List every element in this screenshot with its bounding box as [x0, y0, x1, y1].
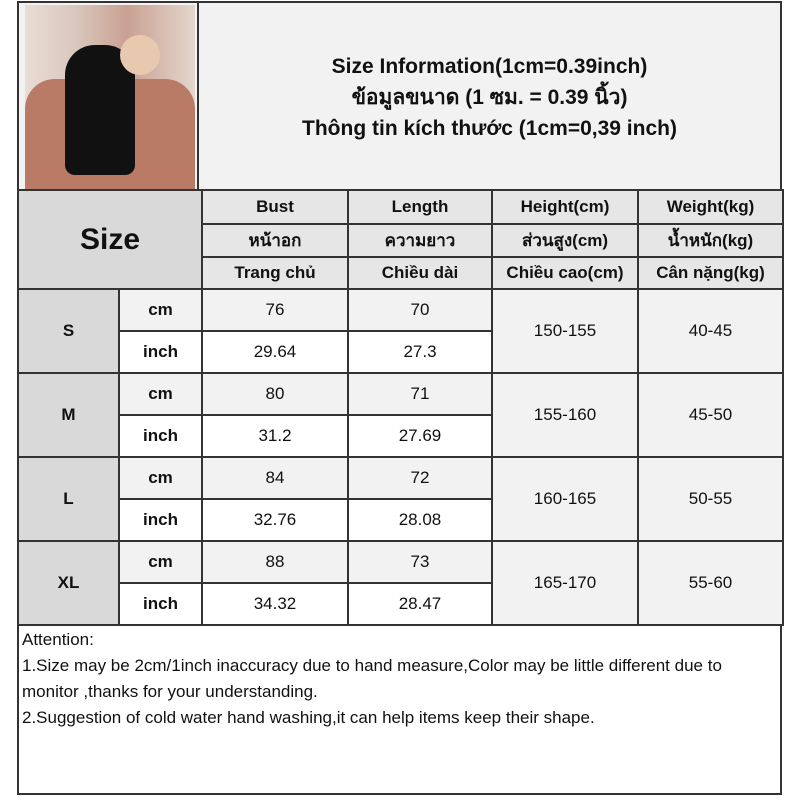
weight-range: 40-45: [637, 288, 784, 374]
height-range: 150-155: [491, 288, 639, 374]
unit-inch: inch: [118, 498, 203, 542]
bust-inch: 34.32: [201, 582, 349, 626]
table-row-cm: L cm 84 72 160-165 50-55: [17, 456, 784, 542]
table-row-cm: M cm 80 71 155-160 45-50: [17, 372, 784, 458]
attention-line-2: 2.Suggestion of cold water hand washing,…: [22, 708, 595, 727]
length-cm: 72: [347, 456, 493, 500]
col-bust-th: หน้าอก: [201, 223, 349, 258]
size-table: Size Bust Length Height(cm) Weight(kg) ห…: [17, 189, 784, 626]
bust-cm: 88: [201, 540, 349, 584]
length-inch: 28.47: [347, 582, 493, 626]
col-length-en: Length: [347, 189, 493, 225]
unit-cm: cm: [118, 288, 203, 332]
col-height-en: Height(cm): [491, 189, 639, 225]
col-length-th: ความยาว: [347, 223, 493, 258]
table-row-inch: inch 31.2 27.69: [18, 414, 783, 458]
height-range: 165-170: [491, 540, 639, 626]
chart-header: Size Information(1cm=0.39inch) ข้อมูลขนา…: [17, 1, 782, 189]
product-photo: [25, 5, 195, 189]
col-length-vi: Chiều dài: [347, 256, 493, 290]
col-height-th: ส่วนสูง(cm): [491, 223, 639, 258]
height-range: 160-165: [491, 456, 639, 542]
attention-heading: Attention:: [22, 630, 94, 649]
table-row-inch: inch 29.64 27.3: [18, 330, 783, 374]
col-bust-vi: Trang chủ: [201, 256, 349, 290]
weight-range: 55-60: [637, 540, 784, 626]
bust-cm: 76: [201, 288, 349, 332]
col-weight-th: น้ำหนัก(kg): [637, 223, 784, 258]
bust-cm: 84: [201, 456, 349, 500]
table-row-inch: inch 32.76 28.08: [18, 498, 783, 542]
bust-inch: 32.76: [201, 498, 349, 542]
length-inch: 28.08: [347, 498, 493, 542]
size-label: L: [17, 456, 120, 542]
weight-range: 45-50: [637, 372, 784, 458]
attention-note: Attention: 1.Size may be 2cm/1inch inacc…: [17, 626, 782, 795]
title-english: Size Information(1cm=0.39inch): [331, 55, 648, 78]
title-thai: ข้อมูลขนาด (1 ซม. = 0.39 นิ้ว): [351, 86, 628, 109]
table-row-cm: XL cm 88 73 165-170 55-60: [17, 540, 784, 626]
title-vietnamese: Thông tin kích thước (1cm=0,39 inch): [302, 117, 677, 140]
unit-inch: inch: [118, 330, 203, 374]
size-chart: Size Information(1cm=0.39inch) ข้อมูลขนา…: [17, 1, 784, 795]
table-row-cm: S cm 76 70 150-155 40-45: [17, 288, 784, 374]
unit-inch: inch: [118, 414, 203, 458]
col-weight-vi: Cân nặng(kg): [637, 256, 784, 290]
bust-inch: 31.2: [201, 414, 349, 458]
length-cm: 70: [347, 288, 493, 332]
table-row-inch: inch 34.32 28.47: [18, 582, 783, 626]
length-cm: 71: [347, 372, 493, 416]
size-label: M: [17, 372, 120, 458]
length-inch: 27.3: [347, 330, 493, 374]
length-cm: 73: [347, 540, 493, 584]
bust-inch: 29.64: [201, 330, 349, 374]
length-inch: 27.69: [347, 414, 493, 458]
unit-inch: inch: [118, 582, 203, 626]
size-info-title: Size Information(1cm=0.39inch) ข้อมูลขนา…: [199, 51, 780, 144]
weight-range: 50-55: [637, 456, 784, 542]
size-label: XL: [17, 540, 120, 626]
size-label: S: [17, 288, 120, 374]
unit-cm: cm: [118, 456, 203, 500]
height-range: 155-160: [491, 372, 639, 458]
unit-cm: cm: [118, 540, 203, 584]
col-height-vi: Chiều cao(cm): [491, 256, 639, 290]
unit-cm: cm: [118, 372, 203, 416]
attention-line-1: 1.Size may be 2cm/1inch inaccuracy due t…: [22, 656, 722, 701]
bust-cm: 80: [201, 372, 349, 416]
col-bust-en: Bust: [201, 189, 349, 225]
col-weight-en: Weight(kg): [637, 189, 784, 225]
size-header: Size: [17, 189, 203, 290]
